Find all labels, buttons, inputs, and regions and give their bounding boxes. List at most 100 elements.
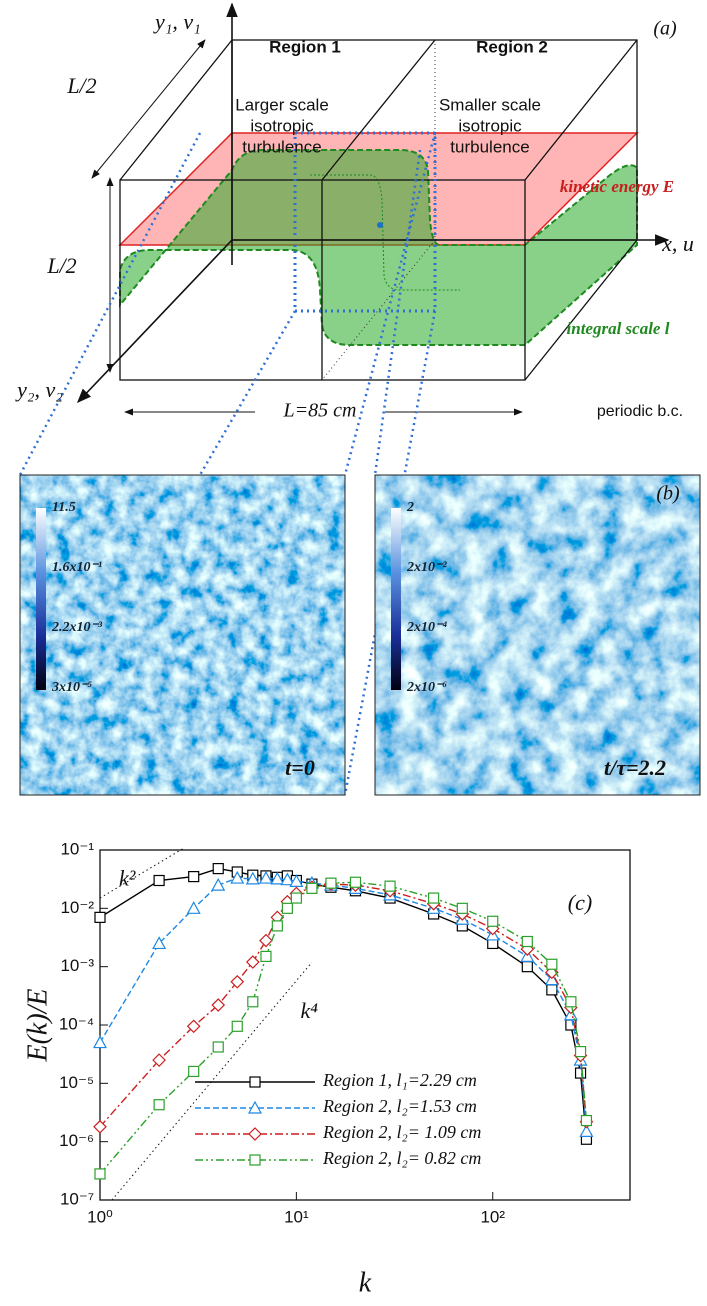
time-label: t/τ=2.2 (604, 755, 666, 780)
reference-label: k² (119, 866, 136, 891)
legend-marker (249, 1076, 261, 1088)
series-line (99, 883, 588, 1128)
data-point (245, 955, 260, 969)
legend-marker (247, 1100, 263, 1114)
time-label: t=0 (285, 755, 315, 780)
panel-label: (a) (653, 18, 677, 40)
data-point (152, 936, 167, 950)
colorbar-label: 2x10⁻² (406, 560, 447, 575)
data-point (281, 902, 293, 914)
data-point (456, 902, 468, 914)
legend-marker (249, 1154, 261, 1166)
colorbar-label: 2 (406, 500, 414, 515)
y-axis-label: E(k)/E (22, 988, 53, 1062)
center-dot (377, 222, 383, 228)
legend-label: Region 2, l₂= 1.09 cm (322, 1122, 481, 1142)
y-tick-label: 10⁻² (60, 898, 94, 917)
data-point (186, 901, 201, 914)
integral-scale-surface (119, 149, 638, 346)
data-point (153, 1099, 165, 1111)
data-point (94, 911, 106, 923)
data-point (247, 996, 259, 1008)
scale-label: integral scale l (567, 319, 670, 338)
projection-lines (373, 149, 422, 476)
projection-lines (18, 132, 437, 796)
x-tick-label: 10¹ (284, 1207, 309, 1226)
data-point (546, 984, 558, 996)
x-axis-label: k (359, 1267, 372, 1298)
data-point (152, 1053, 166, 1067)
data-point (258, 870, 273, 884)
data-point (188, 1065, 200, 1078)
data-point (231, 1020, 243, 1032)
data-point (280, 872, 295, 886)
y-tick-label: 10⁻⁶ (59, 1131, 94, 1150)
data-point (579, 1124, 594, 1137)
depth-arrow (91, 39, 206, 179)
data-point (546, 958, 558, 970)
image-border (19, 474, 346, 796)
data-point (325, 877, 337, 889)
colorbar (36, 508, 46, 690)
region-description: Larger scale (235, 95, 329, 114)
panel-label: (b) (656, 483, 680, 505)
data-point (428, 892, 440, 904)
data-point (186, 1019, 201, 1034)
y-tick-label: 10⁻⁵ (59, 1073, 94, 1092)
data-point (94, 1168, 106, 1180)
legend-label: Region 2, l₂= 0.82 cm (322, 1148, 481, 1168)
data-point (153, 874, 165, 887)
y-tick-label: 10⁻⁷ (60, 1189, 94, 1208)
reference-line (99, 847, 185, 899)
series-line (99, 877, 588, 1132)
data-point (259, 933, 273, 948)
colorbar-label: 3x10⁻⁵ (51, 680, 92, 695)
axis-label: y₁, v₁ (153, 9, 201, 34)
field-image (19, 474, 346, 796)
colorbar (391, 508, 401, 690)
region-description: isotropic (458, 116, 522, 135)
x-tick-label: 10⁰ (87, 1207, 113, 1226)
data-point (521, 961, 533, 973)
data-point (212, 862, 224, 875)
data-point (245, 871, 260, 885)
dimension-label: L/2 (46, 253, 76, 278)
region-description: Smaller scale (439, 95, 541, 114)
dimension-label: L/2 (66, 73, 96, 98)
y-tick-label: 10⁻³ (60, 956, 94, 975)
data-point (580, 1114, 593, 1127)
data-point (188, 870, 200, 883)
data-point (230, 974, 245, 989)
colorbar-label: 2x10⁻⁶ (406, 680, 447, 695)
colorbar-label: 2x10⁻⁴ (406, 620, 447, 635)
region-description: isotropic (250, 116, 314, 135)
data-point (230, 870, 245, 884)
axis-label: y₂, v₂ (15, 377, 63, 402)
data-point (289, 874, 304, 887)
dimension-label: L=85 cm (283, 400, 357, 422)
reference-label: k⁴ (301, 998, 319, 1023)
data-point (212, 1041, 224, 1053)
length-label-bg (255, 400, 385, 424)
data-point (521, 935, 533, 948)
data-point (211, 998, 226, 1012)
colorbar-label: 1.6x10⁻¹ (52, 560, 102, 575)
x-tick-label: 10² (480, 1207, 505, 1226)
data-point (574, 1045, 587, 1058)
data-point (211, 877, 226, 891)
data-point (271, 920, 283, 932)
region-label: Region 2 (476, 37, 548, 56)
slice-box (293, 131, 437, 313)
legend-label: Region 1, l₁=2.29 cm (322, 1070, 477, 1090)
data-point (93, 1119, 107, 1134)
colorbar-label: 2.2x10⁻³ (51, 620, 103, 635)
colorbar-label: 11.5 (52, 500, 76, 515)
legend-marker (248, 1127, 262, 1141)
image-border (374, 474, 701, 796)
region-label: Region 1 (269, 37, 341, 56)
panel-label: (c) (568, 890, 592, 915)
energy-label: kinetic energy E (560, 177, 674, 196)
profile-curve (310, 174, 460, 291)
data-point (574, 1067, 587, 1079)
